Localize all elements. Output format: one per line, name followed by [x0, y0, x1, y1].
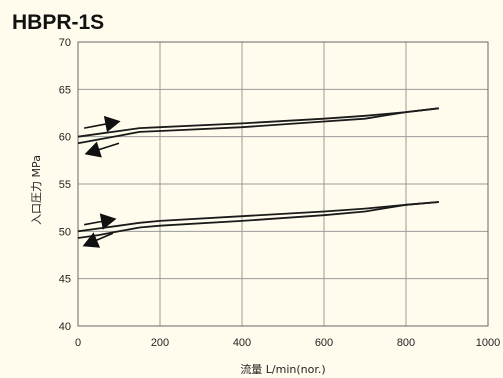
x-tick-label: 600 — [315, 337, 333, 349]
x-tick-label: 800 — [397, 337, 415, 349]
x-tick-label: 200 — [151, 337, 169, 349]
y-tick-label: 45 — [59, 274, 71, 286]
tick-labels: 0 200 400 600 800 1000 40 45 50 55 60 65 70 — [59, 37, 500, 349]
y-tick-label: 40 — [59, 321, 71, 333]
annotations — [82, 115, 121, 248]
x-tick-label: 0 — [75, 337, 81, 349]
series-line — [77, 201, 439, 239]
x-tick-label: 400 — [233, 337, 251, 349]
y-tick-label: 50 — [59, 226, 71, 238]
y-tick-label: 60 — [59, 132, 71, 144]
y-axis-label: 入口圧力 MPa — [30, 155, 43, 225]
arrow-right-icon — [84, 213, 117, 230]
series-line — [77, 107, 439, 145]
grid — [78, 42, 488, 326]
arrow-right-icon — [84, 115, 121, 133]
y-tick-label: 55 — [59, 179, 71, 191]
series-line — [77, 107, 439, 138]
chart-title: HBPR-1S — [12, 11, 104, 34]
arrow-left-icon — [84, 141, 120, 158]
series-line — [77, 201, 439, 233]
plot-frame — [77, 41, 489, 327]
series — [77, 107, 439, 239]
arrow-left-icon — [82, 232, 114, 248]
x-axis-label: 流量 L/min(nor.) — [240, 362, 325, 376]
y-tick-label: 70 — [59, 37, 71, 49]
x-tick-label: 1000 — [476, 337, 500, 349]
y-tick-label: 65 — [59, 84, 71, 96]
